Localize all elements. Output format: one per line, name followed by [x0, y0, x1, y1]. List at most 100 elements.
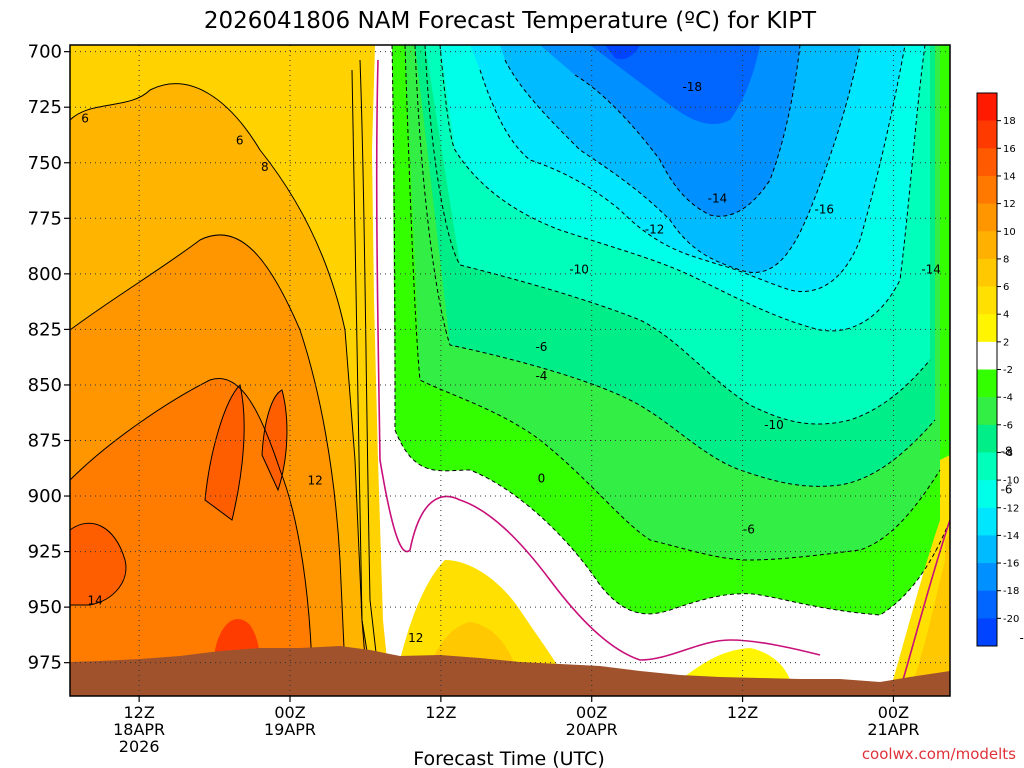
x-tick-label: 21APR — [867, 720, 919, 739]
plot-frame — [69, 44, 951, 697]
y-axis: 700 725 750 775 800 825 850 875 900 925 950 975 — [28, 42, 70, 674]
x-tick-label: 12Z — [727, 703, 758, 722]
contour-labels: 6 6 8 12 14 12 -18 -14 -16 -12 -10 -14 -6 -4 -10 -8 0 -6 -… — [81, 80, 1024, 645]
warm-contours — [70, 59, 379, 671]
contour-label: -14 — [708, 191, 728, 205]
late-warm-bottom-3 — [680, 648, 790, 680]
y-tick-label: 925 — [28, 542, 62, 563]
colorbar-swatch — [977, 203, 997, 232]
colorbar-label: 2 — [1003, 337, 1009, 348]
y-tick-label: 725 — [28, 97, 62, 118]
contour-label: 12 — [308, 473, 323, 487]
contour-label: 0 — [538, 471, 546, 485]
colorbar-label: -6 — [1003, 420, 1013, 431]
y-tick-label: 975 — [28, 653, 62, 674]
colorbar-swatch — [977, 452, 997, 481]
x-tick-label: 20APR — [566, 720, 618, 739]
cold-region-18to-20 — [590, 45, 760, 125]
credit-text: coolwx.com/modelts — [862, 745, 1016, 763]
colorbar-label: 6 — [1003, 282, 1009, 293]
colorbar-swatch — [977, 314, 997, 343]
warm-region-12to14 — [70, 378, 312, 670]
colorbar-swatch — [977, 369, 997, 398]
colorbar-swatch — [977, 341, 997, 370]
contour-label: 14 — [88, 593, 103, 607]
colorbar-label: -14 — [1003, 531, 1019, 542]
colorbar-swatch — [977, 563, 997, 591]
colorbar-label: 14 — [1003, 171, 1016, 182]
zero-contours — [375, 59, 950, 691]
colorbar-swatch — [977, 93, 997, 121]
contour-label: -6 — [743, 522, 755, 536]
y-tick-label: 900 — [28, 486, 62, 507]
terrain — [70, 646, 950, 696]
x-tick-label: 19APR — [264, 720, 316, 739]
x-tick-label: 00Z — [878, 703, 909, 722]
contour-label: -8 — [1001, 445, 1013, 459]
late-warm-bottom-2 — [430, 622, 515, 665]
colorbar-swatch — [977, 120, 997, 149]
colorbar-label: -18 — [1003, 586, 1019, 597]
warm-region-core-a — [205, 385, 245, 520]
y-tick-label: 850 — [28, 375, 62, 396]
colorbar-label: -12 — [1003, 503, 1019, 514]
contour-label: -6 — [535, 340, 547, 354]
warm-region-core-c — [70, 523, 126, 605]
colorbar-swatch — [977, 175, 997, 204]
colorbar-label: 12 — [1003, 199, 1016, 210]
colorbar-label: -8 — [1003, 448, 1013, 459]
contour-label: -4 — [535, 369, 547, 383]
colorbar-label: 4 — [1003, 310, 1009, 321]
contour-label: -12 — [645, 222, 665, 236]
colorbar-label: -20 — [1003, 614, 1019, 625]
grid-lines — [70, 45, 950, 696]
temperature-field — [70, 45, 950, 696]
contour-label: 6 — [236, 134, 244, 148]
late-warm-bottom — [400, 560, 560, 670]
chart-title: 2026041806 NAM Forecast Temperature (ºC)… — [204, 8, 817, 34]
y-tick-label: 800 — [28, 264, 62, 285]
colorbar-label: -10 — [1003, 476, 1019, 487]
colorbar-swatch — [977, 231, 997, 260]
y-tick-label: 950 — [28, 597, 62, 618]
y-tick-label: 750 — [28, 153, 62, 174]
contour-label: 6 — [81, 111, 89, 125]
x-tick-label: 12Z — [123, 703, 154, 722]
x-tick-label: 2026 — [119, 737, 160, 756]
contour-label: 8 — [261, 160, 269, 174]
contour-label: -16 — [814, 202, 834, 216]
contour-label: -6 — [1001, 482, 1013, 496]
colorbar-label: -2 — [1003, 365, 1013, 376]
contour-label: -10 — [569, 262, 589, 276]
colorbar-swatch — [977, 397, 997, 426]
x-tick-label: 12Z — [425, 703, 456, 722]
y-tick-label: 875 — [28, 430, 62, 451]
contour-label: -14 — [921, 262, 941, 276]
cold-region-below-20 — [605, 45, 640, 60]
colorbar-label: 8 — [1003, 254, 1009, 265]
colorbar: 18 16 14 12 10 8 6 4 2 -2 -4 -6 -8 -10 -12 -14 -16 -18 -20 — [976, 92, 1019, 647]
colorbar-label: 16 — [1003, 144, 1016, 155]
colorbar-swatch — [977, 286, 997, 315]
colorbar-swatch — [977, 618, 997, 647]
y-tick-label: 825 — [28, 319, 62, 340]
colorbar-swatch — [977, 148, 997, 177]
colorbar-swatch — [977, 258, 997, 287]
y-tick-label: 775 — [28, 208, 62, 229]
colorbar-label: 18 — [1003, 116, 1016, 127]
colorbar-swatch — [977, 507, 997, 536]
contour-label: 12 — [408, 631, 423, 645]
colorbar-swatch — [977, 424, 997, 453]
colorbar-label: -16 — [1003, 559, 1019, 570]
colorbar-label: -4 — [1003, 393, 1013, 404]
x-tick-label: 00Z — [576, 703, 607, 722]
x-tick-label: 00Z — [274, 703, 305, 722]
contour-label: -2 — [1019, 631, 1024, 645]
colorbar-swatch — [977, 590, 997, 619]
contour-label: -18 — [682, 80, 702, 94]
y-tick-label: 700 — [28, 42, 62, 63]
colorbar-swatch — [977, 535, 997, 564]
colorbar-label: 10 — [1003, 227, 1016, 238]
